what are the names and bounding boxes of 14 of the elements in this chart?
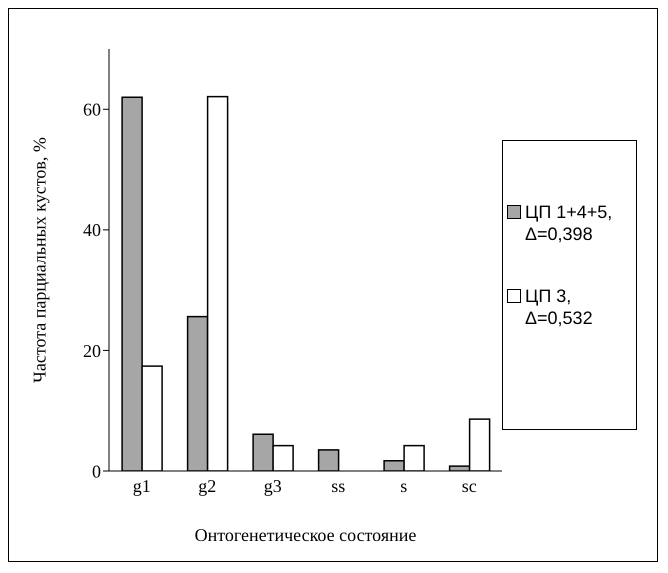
x-tick-label: g1 — [132, 476, 151, 496]
legend-label: ЦП 3, Δ=0,532 — [525, 285, 594, 329]
x-tick-label: s — [400, 476, 408, 496]
x-tick-label: sc — [462, 476, 477, 496]
x-axis-title: Онтогенетическое состояние — [194, 525, 416, 545]
x-tick-label: g2 — [198, 476, 216, 496]
y-axis-title: Частота парциальных кустов, % — [29, 137, 50, 383]
y-tick-label: 60 — [83, 100, 101, 120]
legend-label: ЦП 1+4+5, Δ=0,398 — [525, 201, 614, 245]
y-tick-label: 0 — [92, 461, 101, 482]
y-tick-label: 40 — [83, 220, 101, 240]
y-tick-label: 20 — [83, 340, 101, 361]
x-tick-label: ss — [331, 476, 346, 496]
x-tick-label: g3 — [264, 476, 282, 496]
